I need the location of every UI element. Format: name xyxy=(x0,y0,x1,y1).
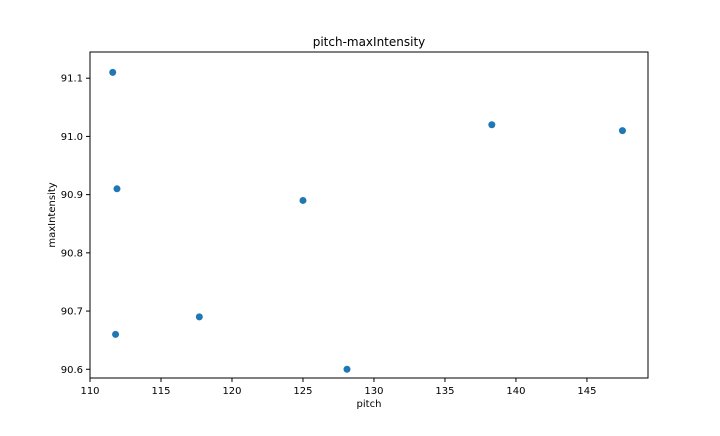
plot-area-frame xyxy=(89,51,649,379)
data-point xyxy=(343,365,351,373)
x-tick-label: 120 xyxy=(222,386,241,397)
x-tick-label: 130 xyxy=(364,386,383,397)
data-point xyxy=(299,196,307,204)
y-tick-label: 90.7 xyxy=(61,307,83,318)
data-point xyxy=(113,185,121,193)
y-tick-label: 90.6 xyxy=(61,365,83,376)
y-tick-label: 90.8 xyxy=(61,248,83,259)
data-point xyxy=(618,127,626,135)
x-tick-label: 145 xyxy=(577,386,596,397)
x-axis-label: pitch xyxy=(357,399,382,410)
x-axis-ticks: 110 115 120 125 130 135 140 145 xyxy=(80,378,596,397)
data-point xyxy=(488,121,496,129)
y-tick-label: 90.9 xyxy=(61,190,83,201)
data-point xyxy=(195,313,203,321)
x-tick-label: 140 xyxy=(506,386,525,397)
y-axis-ticks: 90.6 90.7 90.8 90.9 91.0 91.1 xyxy=(61,74,90,376)
y-tick-label: 91.1 xyxy=(61,74,83,85)
x-tick-label: 125 xyxy=(293,386,312,397)
data-point xyxy=(112,330,120,338)
data-point xyxy=(109,68,117,76)
x-tick-label: 110 xyxy=(80,386,99,397)
data-points xyxy=(109,68,626,373)
chart-title: pitch-maxIntensity xyxy=(313,35,426,49)
y-tick-label: 91.0 xyxy=(61,132,83,143)
x-tick-label: 115 xyxy=(151,386,170,397)
y-axis-label: maxIntensity xyxy=(47,182,58,247)
x-tick-label: 135 xyxy=(435,386,454,397)
